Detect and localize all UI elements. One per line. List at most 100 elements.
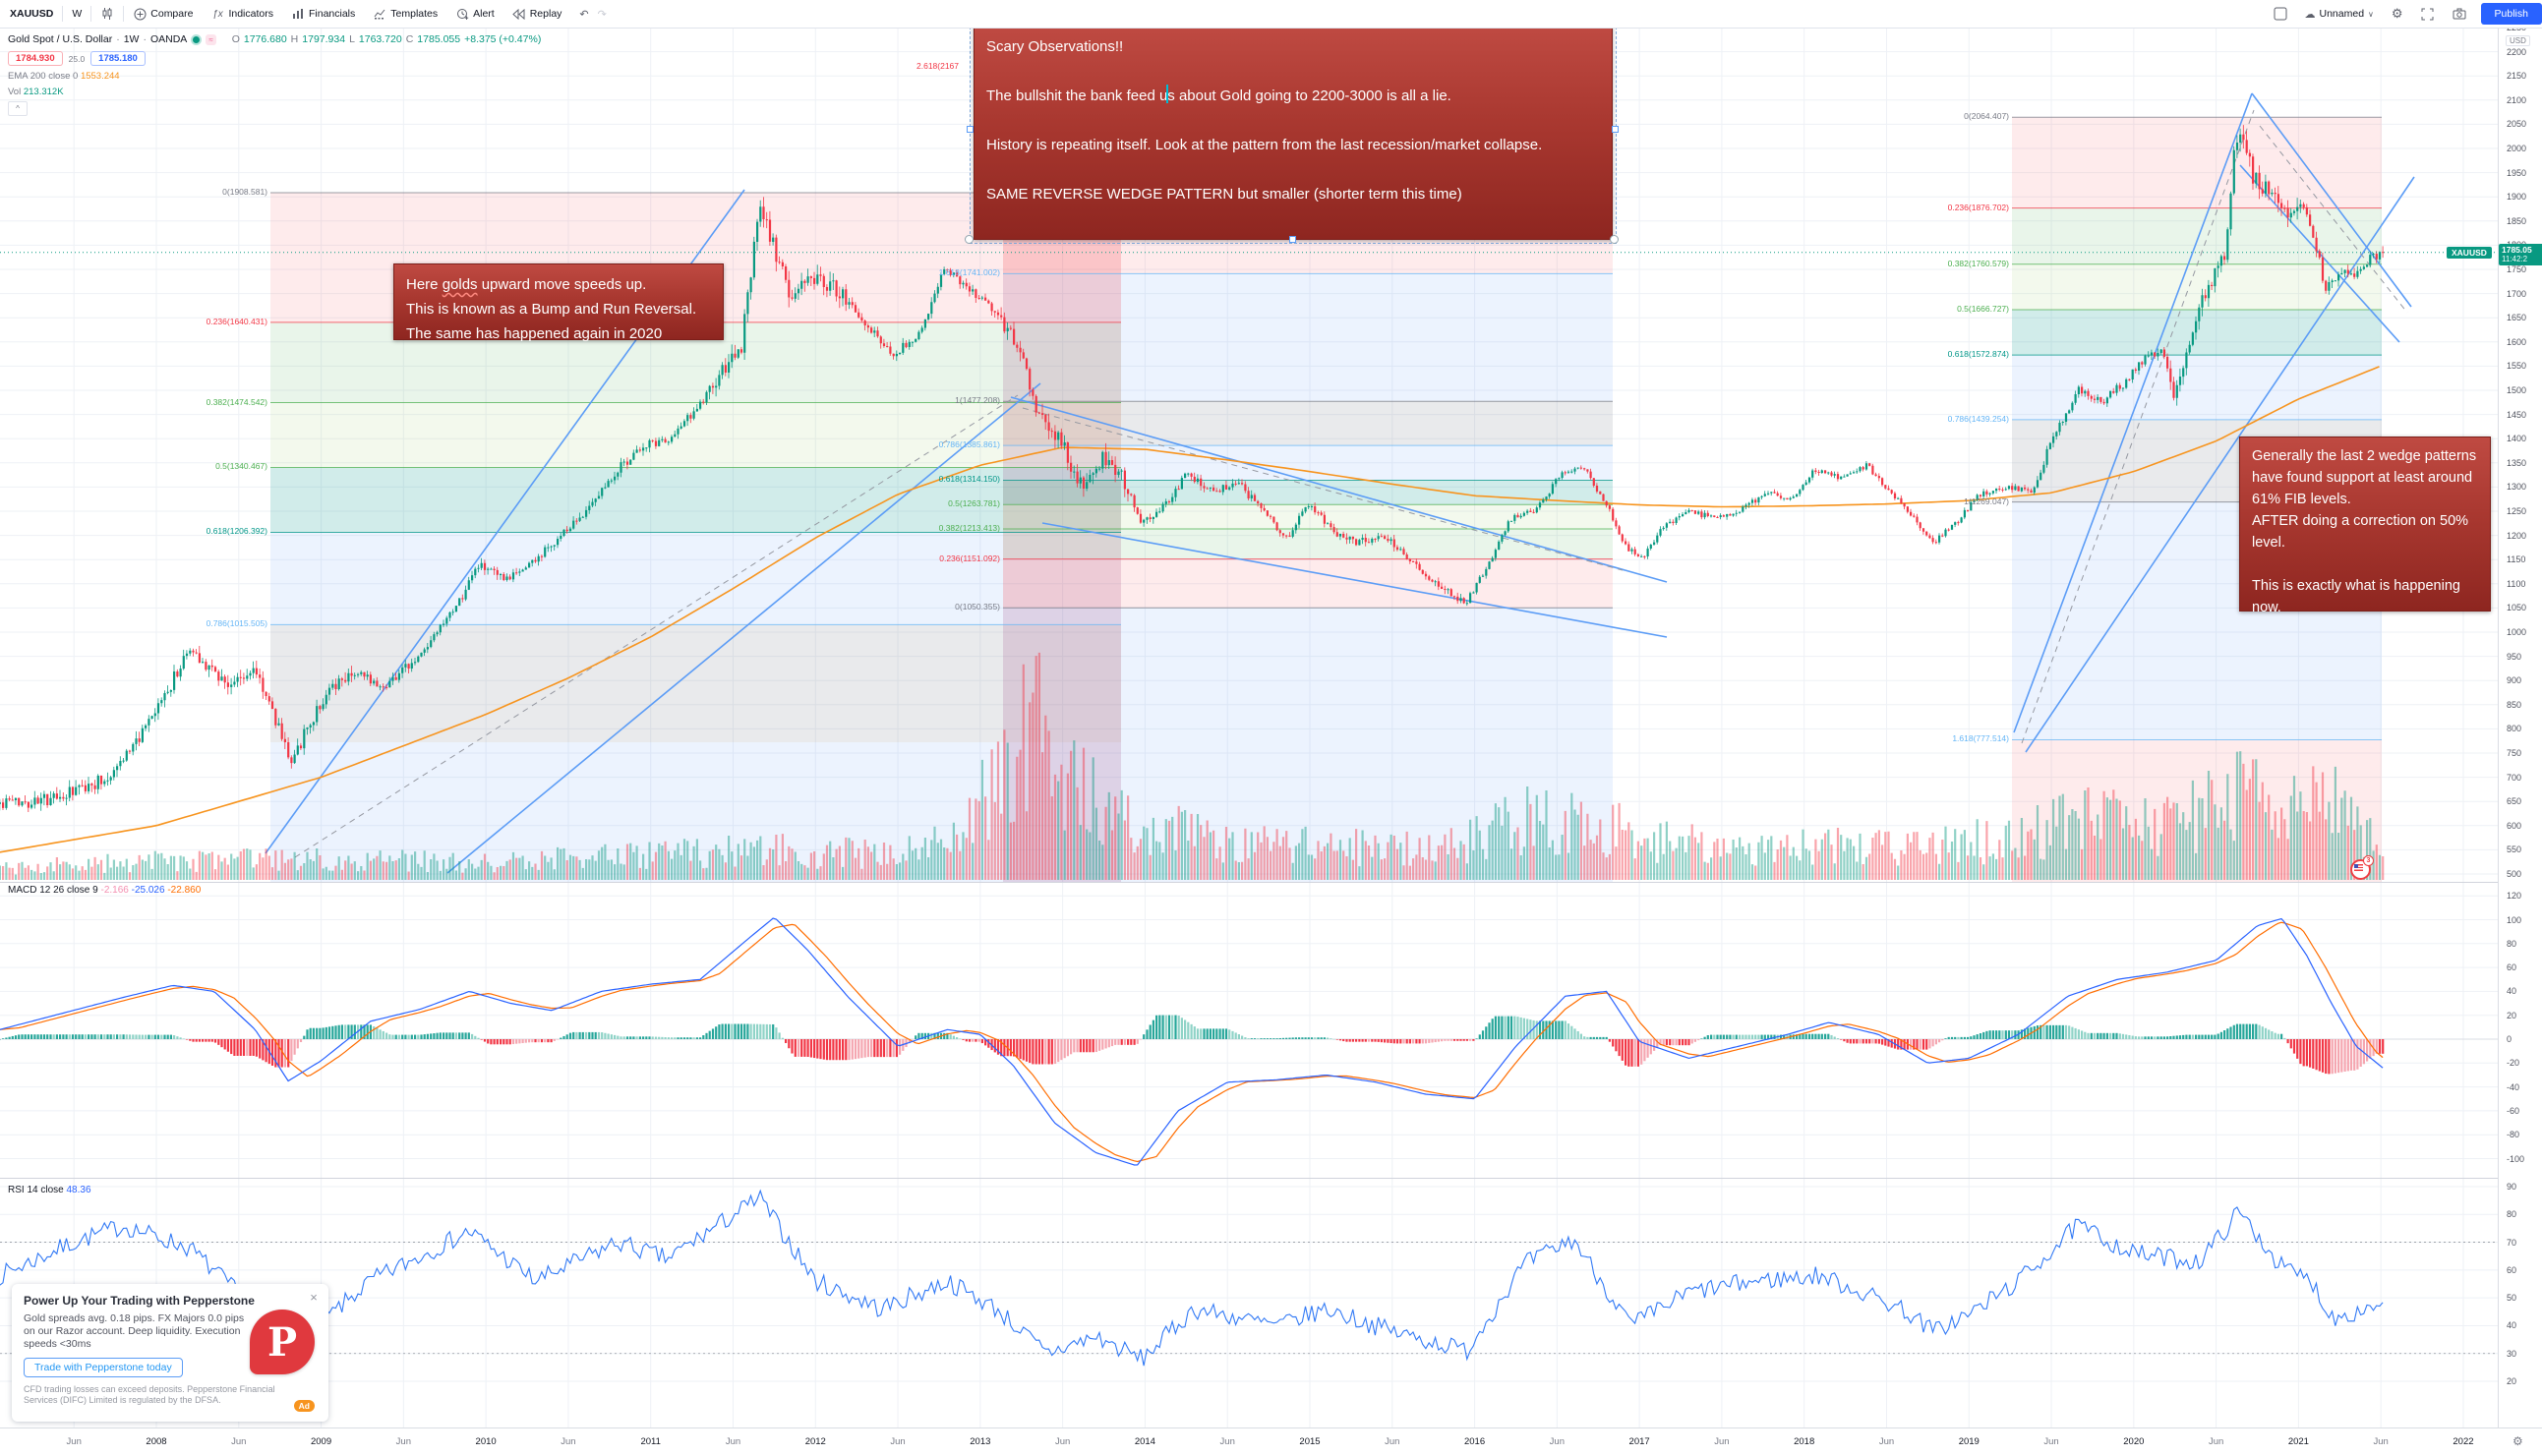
resize-handle[interactable] <box>1610 235 1619 244</box>
fib-level-label[interactable]: 0(1908.581) <box>222 186 267 197</box>
symbol-legend: Gold Spot / U.S. Dollar · 1W · OANDA ≈ O… <box>8 33 541 116</box>
price-axis-label: 850 <box>2507 699 2522 710</box>
grid <box>0 27 2498 1427</box>
price-axis-label: 800 <box>2507 724 2522 734</box>
chart-style-button[interactable] <box>91 0 123 28</box>
fib-level-label[interactable]: 0.236(1151.092) <box>939 553 1000 563</box>
ad-disclaimer: CFD trading losses can exceed deposits. … <box>24 1384 275 1405</box>
price-axis-label: 600 <box>2507 820 2522 831</box>
price-axis-label: 80 <box>2507 938 2517 949</box>
axis-unit-label[interactable]: USD <box>2506 35 2530 46</box>
callout-scary-observations[interactable]: Scary Observations!! The bullshit the ban… <box>974 26 1613 240</box>
fib-level-label[interactable]: 0.618(1314.150) <box>938 474 1000 485</box>
alert-clock-icon <box>455 7 469 21</box>
fib-level-label[interactable]: 0.5(1340.467) <box>215 461 267 472</box>
resize-handle[interactable] <box>1289 236 1296 243</box>
legend-exchange[interactable]: OANDA <box>149 33 188 45</box>
callout-paragraph: Scary Observations!! <box>986 38 1124 55</box>
price-axis-label: 700 <box>2507 772 2522 783</box>
fib-level-label[interactable]: 0.382(1213.413) <box>938 523 1000 533</box>
fib-level-label[interactable]: 0(1050.355) <box>955 602 1000 612</box>
chevron-down-icon: ∨ <box>2368 9 2374 19</box>
fib-level-label[interactable]: 0.786(1439.254) <box>1947 413 2009 424</box>
rsi-legend-label[interactable]: RSI 14 close <box>8 1185 64 1195</box>
market-status-icon[interactable] <box>191 33 203 45</box>
settings-button[interactable]: ⚙ <box>2383 0 2412 28</box>
fib-level-label[interactable]: 0.618(1572.874) <box>1947 349 2009 360</box>
replay-button[interactable]: Replay <box>503 0 571 28</box>
compare-button[interactable]: Compare <box>124 0 202 28</box>
snapshot-button[interactable] <box>2444 0 2475 28</box>
ad-cta-button[interactable]: Trade with Pepperstone today <box>24 1358 183 1377</box>
indicators-button[interactable]: ƒx Indicators <box>212 8 273 20</box>
fib-level-label[interactable]: 0.5(1263.781) <box>948 498 1000 509</box>
time-axis-label: 2008 <box>146 1436 167 1447</box>
price-axis-label: 80 <box>2507 1209 2517 1220</box>
callout-paragraph: The same has happened again in 2020 <box>406 325 663 342</box>
symbol-button[interactable]: XAUUSD <box>10 8 54 20</box>
fullscreen-button[interactable] <box>2412 0 2444 28</box>
undo-button[interactable]: ↶ <box>579 8 589 21</box>
redo-button[interactable]: ↷ <box>597 8 607 21</box>
compare-plus-icon <box>133 7 147 21</box>
price-axis-label: 2050 <box>2507 119 2527 130</box>
layout-panel-icon <box>2274 7 2287 21</box>
volume-legend-label[interactable]: Vol <box>8 87 22 97</box>
fib-level-label[interactable]: 0.618(1206.392) <box>206 526 267 537</box>
alert-button[interactable]: Alert <box>446 0 503 28</box>
divider <box>123 6 125 22</box>
fib-level-label[interactable]: 1.618(1741.002) <box>938 267 1000 278</box>
legend-title[interactable]: Gold Spot / U.S. Dollar <box>8 33 113 45</box>
economic-events-badge[interactable]: 3 <box>2350 855 2374 880</box>
callout-wedge-support[interactable]: Generally the last 2 wedge patterns have… <box>2239 437 2491 615</box>
gear-icon: ⚙ <box>2391 6 2403 21</box>
callout-paragraph <box>986 157 1600 182</box>
templates-button[interactable]: Templates <box>364 0 446 28</box>
time-axis[interactable]: Jun 2008 Jun 2009 Jun 2010 Jun 2011 Jun 2012 Jun 20… <box>0 1427 2542 1456</box>
fib-level-label[interactable]: 1(1269.047) <box>1964 495 2009 506</box>
resize-handle[interactable] <box>967 126 974 133</box>
price-axis-label: 1550 <box>2507 361 2527 372</box>
macd-legend-label[interactable]: MACD 12 26 close 9 <box>8 885 98 896</box>
close-icon[interactable]: × <box>310 1289 318 1305</box>
interval-button[interactable]: W <box>72 8 83 20</box>
fib-level-label[interactable]: 0.786(1015.505) <box>206 618 267 629</box>
price-axis-label: 0 <box>2507 1034 2512 1044</box>
publish-button[interactable]: Publish <box>2480 3 2542 25</box>
fib-level-label[interactable]: 1(1477.208) <box>955 395 1000 406</box>
volume-up-bars <box>0 740 2382 880</box>
fib-level-label[interactable]: 0.236(1876.702) <box>1947 202 2009 212</box>
sell-button[interactable]: 1784.930 <box>8 51 63 66</box>
fib-level-label[interactable]: 0.382(1474.542) <box>206 396 267 407</box>
time-axis-label: Jun <box>231 1436 247 1447</box>
fib-level-label[interactable]: 0.786(1385.861) <box>938 439 1000 450</box>
financials-button[interactable]: Financials <box>282 0 364 28</box>
fib-bands <box>270 28 2382 882</box>
time-axis-label: Jun <box>2373 1436 2389 1447</box>
fib-level-label[interactable]: 0(2064.407) <box>1964 111 2009 122</box>
resize-handle[interactable] <box>1612 126 1619 133</box>
time-axis-gear-icon[interactable]: ⚙ <box>2512 1434 2523 1448</box>
callout-bump-and-run[interactable]: Here golds upward move speeds up. This is… <box>393 263 724 342</box>
fib-level-label[interactable]: 1.618(777.514) <box>1952 733 2009 744</box>
price-axis[interactable]: USD 225022002150210020502000195019001850… <box>2498 23 2542 1427</box>
approx-data-icon[interactable]: ≈ <box>206 33 216 45</box>
resize-handle[interactable] <box>965 235 974 244</box>
replay-icon <box>512 7 526 21</box>
layout-panel-button[interactable] <box>2265 0 2296 28</box>
ema-legend-label[interactable]: EMA 200 close 0 <box>8 71 79 82</box>
volume-legend-value: 213.312K <box>23 87 64 97</box>
fib-level-label[interactable]: 0.382(1760.579) <box>1947 258 2009 268</box>
collapse-legend-button[interactable]: ^ <box>8 101 28 116</box>
fib-level-label[interactable]: 0.236(1640.431) <box>206 316 267 326</box>
time-axis-label: 2019 <box>1958 1436 1980 1447</box>
callout-paragraph: The bullshit the bank feed us about Gold… <box>986 87 1451 104</box>
buy-button[interactable]: 1785.180 <box>90 51 146 66</box>
callout-paragraph <box>2252 553 2478 575</box>
save-layout-button[interactable]: ☁ Unnamed ∨ <box>2304 8 2374 21</box>
current-price-tag: 1785.05 11:42:2 <box>2499 244 2542 265</box>
fib-level-label[interactable]: 0.5(1666.727) <box>1957 303 2009 314</box>
legend-interval[interactable]: 1W <box>123 33 140 45</box>
fib-level-label[interactable]: 2.618(2167 <box>916 61 960 72</box>
